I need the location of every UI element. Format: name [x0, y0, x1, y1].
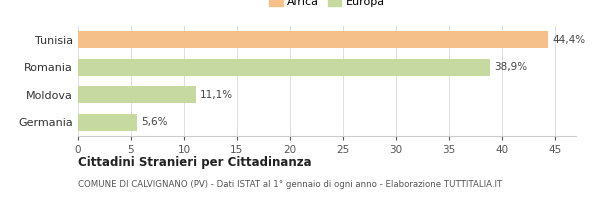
Text: 5,6%: 5,6% — [142, 117, 168, 127]
Bar — [78, 31, 548, 48]
Text: 11,1%: 11,1% — [200, 90, 233, 100]
Legend: Africa, Europa: Africa, Europa — [265, 0, 389, 12]
Text: Cittadini Stranieri per Cittadinanza: Cittadini Stranieri per Cittadinanza — [78, 156, 311, 169]
Text: 38,9%: 38,9% — [494, 62, 527, 72]
Bar — [78, 114, 137, 131]
Text: 44,4%: 44,4% — [553, 35, 586, 45]
Text: COMUNE DI CALVIGNANO (PV) - Dati ISTAT al 1° gennaio di ogni anno - Elaborazione: COMUNE DI CALVIGNANO (PV) - Dati ISTAT a… — [78, 180, 502, 189]
Bar — [78, 59, 490, 76]
Bar — [78, 86, 196, 103]
